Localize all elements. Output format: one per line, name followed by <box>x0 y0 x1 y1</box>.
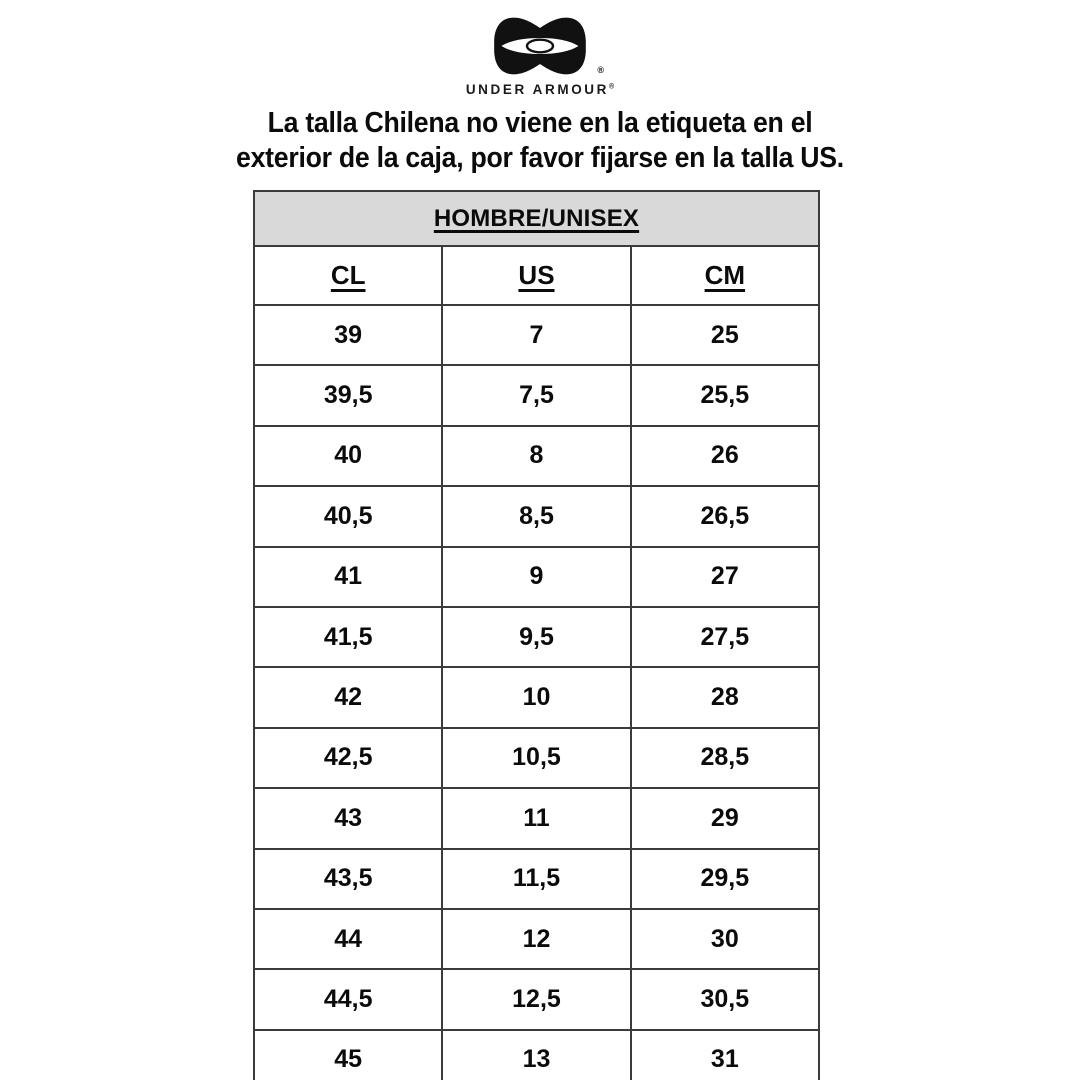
table-cell: 25,5 <box>629 364 821 427</box>
table-row: 40 8 26 <box>252 424 821 488</box>
column-header-cm: CM <box>629 245 821 306</box>
table-cell: 30 <box>629 907 821 971</box>
table-cell: 12,5 <box>441 968 632 1031</box>
column-header-us: US <box>441 245 632 306</box>
table-cell: 41,5 <box>252 605 444 669</box>
wordmark-registered-mark: ® <box>609 83 615 91</box>
table-cell: 9 <box>441 545 632 608</box>
table-cell: 9,5 <box>441 605 632 669</box>
headline-line-2: exterior de la caja, por favor fijarse e… <box>236 142 844 174</box>
table-cell: 43,5 <box>252 847 444 910</box>
logo-registered-mark: ® <box>597 65 604 75</box>
table-cell: 28,5 <box>629 726 821 790</box>
table-cell: 39 <box>252 303 444 367</box>
size-table-body: 39 7 25 39,5 7,5 25,5 40 8 26 40,5 8,5 26,5 41 9 27 41,… <box>252 303 821 1080</box>
table-row: 41,5 9,5 27,5 <box>252 605 821 669</box>
table-cell: 11 <box>441 787 632 850</box>
table-cell: 40 <box>252 424 444 488</box>
table-cell: 29 <box>629 787 821 850</box>
column-header-cl: CL <box>252 245 444 306</box>
table-cell: 26 <box>629 424 821 488</box>
table-cell: 42 <box>252 666 444 729</box>
table-cell: 27 <box>629 545 821 608</box>
table-row: 45 13 31 <box>252 1028 821 1080</box>
headline: La talla Chilena no viene en la etiqueta… <box>43 106 1037 176</box>
table-row: 44,5 12,5 30,5 <box>252 968 821 1031</box>
size-table: HOMBRE/UNISEX CL US CM 39 7 25 39,5 7,5 25,5 4… <box>252 190 821 1080</box>
under-armour-logo-icon: ® <box>487 16 604 76</box>
table-cell: 45 <box>252 1028 444 1080</box>
headline-line-1: La talla Chilena no viene en la etiqueta… <box>267 107 813 139</box>
table-cell: 44 <box>252 907 444 971</box>
table-cell: 31 <box>629 1028 821 1080</box>
table-row: 43,5 11,5 29,5 <box>252 847 821 910</box>
table-cell: 13 <box>441 1028 632 1080</box>
table-title-row: HOMBRE/UNISEX <box>253 190 820 247</box>
table-cell: 28 <box>629 666 821 729</box>
table-cell: 41 <box>252 545 444 608</box>
table-cell: 30,5 <box>629 968 821 1031</box>
table-column-header-row: CL US CM <box>252 245 821 306</box>
table-cell: 7,5 <box>441 364 632 427</box>
table-cell: 25 <box>629 303 821 367</box>
logo-wordmark-text: UNDER ARMOUR <box>465 82 610 97</box>
table-cell: 39,5 <box>252 364 444 427</box>
table-row: 43 11 29 <box>252 787 821 850</box>
table-cell: 27,5 <box>629 605 821 669</box>
table-row: 42 10 28 <box>252 666 821 729</box>
logo-block: ® UNDER ARMOUR® <box>0 16 1080 97</box>
table-cell: 11,5 <box>441 847 632 910</box>
table-cell: 12 <box>441 907 632 971</box>
table-cell: 44,5 <box>252 968 444 1031</box>
table-cell: 29,5 <box>629 847 821 910</box>
table-cell: 40,5 <box>252 485 444 548</box>
table-row: 40,5 8,5 26,5 <box>252 485 821 548</box>
table-cell: 8 <box>441 424 632 488</box>
table-row: 39 7 25 <box>252 303 821 367</box>
table-cell: 10,5 <box>441 726 632 790</box>
table-row: 41 9 27 <box>252 545 821 608</box>
table-cell: 10 <box>441 666 632 729</box>
table-row: 44 12 30 <box>252 907 821 971</box>
logo-wordmark: UNDER ARMOUR® <box>466 82 614 97</box>
table-title-cell: HOMBRE/UNISEX <box>253 190 820 247</box>
table-cell: 8,5 <box>441 485 632 548</box>
table-row: 39,5 7,5 25,5 <box>252 364 821 427</box>
table-cell: 7 <box>441 303 632 367</box>
table-cell: 43 <box>252 787 444 850</box>
table-cell: 26,5 <box>629 485 821 548</box>
table-row: 42,5 10,5 28,5 <box>252 726 821 790</box>
table-cell: 42,5 <box>252 726 444 790</box>
